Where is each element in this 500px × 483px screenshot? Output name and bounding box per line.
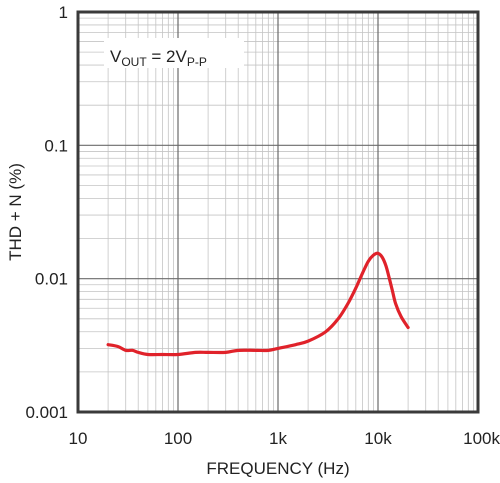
x-tick-label: 100 bbox=[164, 429, 192, 448]
y-tick-label: 0.01 bbox=[35, 270, 68, 289]
x-tick-label: 10k bbox=[364, 429, 392, 448]
y-tick-label: 1 bbox=[59, 3, 68, 22]
series-layer bbox=[106, 251, 410, 357]
y-axis-label: THD + N (%) bbox=[6, 163, 25, 261]
annotation-base: V bbox=[110, 47, 122, 66]
x-tick-label: 10 bbox=[69, 429, 88, 448]
vout-annotation: VOUT = 2VP-P bbox=[104, 38, 244, 69]
y-tick-label: 0.1 bbox=[44, 136, 68, 155]
y-tick-label: 0.001 bbox=[25, 403, 68, 422]
annotation-subscript-out: OUT bbox=[121, 55, 147, 69]
thd-n-series-line bbox=[106, 251, 410, 357]
annotation-text: VOUT = 2VP-P bbox=[110, 47, 207, 69]
x-axis-label: FREQUENCY (Hz) bbox=[206, 459, 349, 478]
y-tick-labels: 1 0.1 0.01 0.001 bbox=[25, 3, 68, 422]
x-tick-label: 1k bbox=[269, 429, 287, 448]
annotation-middle: = 2V bbox=[147, 47, 188, 66]
plot-frame bbox=[76, 10, 480, 414]
annotation-subscript-pp: P-P bbox=[187, 55, 207, 69]
x-tick-label: 100k bbox=[463, 429, 500, 448]
minor-grid bbox=[78, 12, 478, 412]
annotation-background bbox=[104, 38, 244, 68]
x-tick-labels: 10 100 1k 10k 100k bbox=[69, 429, 500, 448]
